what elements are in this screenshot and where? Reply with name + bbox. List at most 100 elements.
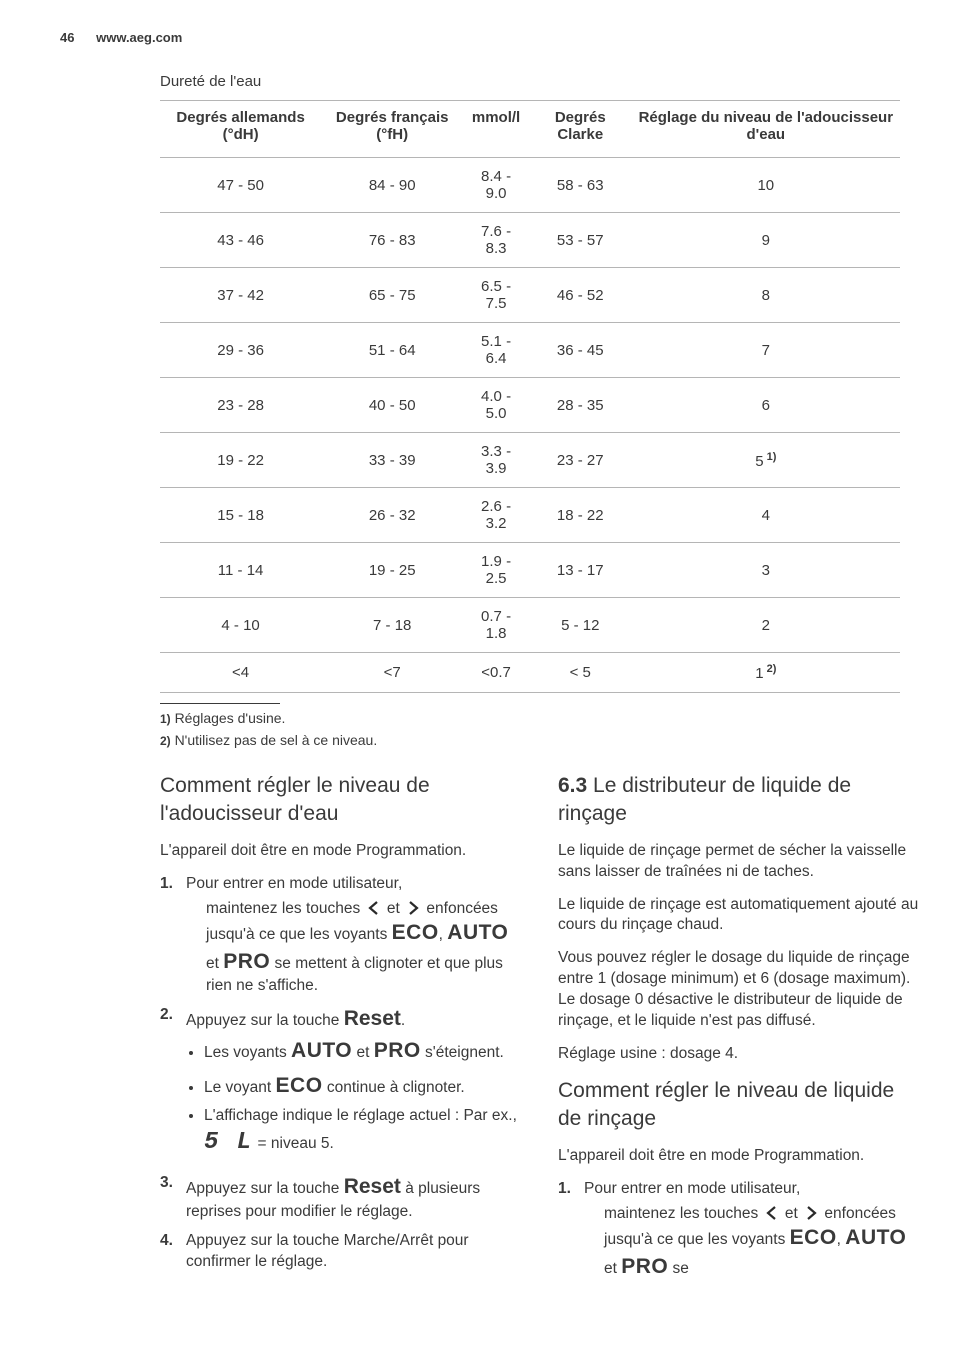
chevron-left-icon (763, 1204, 781, 1222)
table-cell: 1 2) (632, 653, 900, 693)
table-cell: 2.6 - 3.2 (463, 488, 529, 543)
page-header: 46 www.aeg.com (60, 30, 894, 45)
paragraph: L'appareil doit être en mode Programmati… (558, 1146, 920, 1167)
chevron-left-icon (365, 899, 383, 917)
page-number: 46 (60, 30, 74, 45)
table-cell: 29 - 36 (160, 323, 321, 378)
step-2: 2. Appuyez sur la touche Reset. Les voya… (160, 1005, 522, 1165)
table-cell: 36 - 45 (529, 323, 632, 378)
hardness-table: Degrés allemands (°dH) Degrés français (… (160, 100, 900, 693)
step-4: 4. Appuyez sur la touche Marche/Arrêt po… (160, 1231, 522, 1273)
table-cell: 19 - 22 (160, 433, 321, 488)
table-row: 15 - 1826 - 322.6 - 3.218 - 224 (160, 488, 900, 543)
table-row: 29 - 3651 - 645.1 - 6.436 - 457 (160, 323, 900, 378)
paragraph: Le liquide de rinçage permet de sécher l… (558, 841, 920, 883)
table-row: 23 - 2840 - 504.0 - 5.028 - 356 (160, 378, 900, 433)
table-cell: 58 - 63 (529, 158, 632, 213)
heading-softener: Comment régler le niveau de l'adoucisseu… (160, 772, 522, 829)
table-cell: 26 - 32 (321, 488, 463, 543)
table-cell: 9 (632, 213, 900, 268)
table-cell: 8.4 - 9.0 (463, 158, 529, 213)
table-cell: 37 - 42 (160, 268, 321, 323)
table-cell: 28 - 35 (529, 378, 632, 433)
table-cell: 5 1) (632, 433, 900, 488)
table-header-row: Degrés allemands (°dH) Degrés français (… (160, 101, 900, 158)
footnote: 1) Réglages d'usine. (160, 710, 560, 726)
table-caption: Dureté de l'eau (160, 73, 894, 90)
table-row: 4 - 107 - 180.7 - 1.85 - 122 (160, 598, 900, 653)
table-cell: 23 - 28 (160, 378, 321, 433)
table-row: 37 - 4265 - 756.5 - 7.546 - 528 (160, 268, 900, 323)
heading-rinse: 6.3 Le distributeur de liquide de rinçag… (558, 772, 920, 829)
footnote: 2) N'utilisez pas de sel à ce niveau. (160, 732, 560, 748)
step-1: 1. Pour entrer en mode utilisateur, main… (160, 874, 522, 997)
table-cell: 23 - 27 (529, 433, 632, 488)
paragraph: Vous pouvez régler le dosage du liquide … (558, 948, 920, 1032)
table-cell: 6.5 - 7.5 (463, 268, 529, 323)
table-cell: 43 - 46 (160, 213, 321, 268)
paragraph: Réglage usine : dosage 4. (558, 1044, 920, 1065)
table-footnotes: 1) Réglages d'usine. 2) N'utilisez pas d… (160, 703, 280, 748)
table-cell: 65 - 75 (321, 268, 463, 323)
bullet: L'affichage indique le réglage actuel : … (204, 1106, 522, 1159)
table-cell: 84 - 90 (321, 158, 463, 213)
left-column: Comment régler le niveau de l'adoucisseu… (160, 772, 522, 1289)
table-cell: <4 (160, 653, 321, 693)
table-cell: 3.3 - 3.9 (463, 433, 529, 488)
bullet: Le voyant ECO continue à clignoter. (204, 1072, 522, 1100)
col-header: mmol/l (463, 101, 529, 158)
step-1: 1. Pour entrer en mode utilisateur, main… (558, 1179, 920, 1282)
col-header: Degrés Clarke (529, 101, 632, 158)
paragraph: L'appareil doit être en mode Programmati… (160, 841, 522, 862)
table-cell: 7.6 - 8.3 (463, 213, 529, 268)
table-cell: 76 - 83 (321, 213, 463, 268)
table-cell: 4 (632, 488, 900, 543)
table-cell: 5.1 - 6.4 (463, 323, 529, 378)
table-cell: 33 - 39 (321, 433, 463, 488)
bullet: Les voyants AUTO et PRO s'éteignent. (204, 1037, 522, 1065)
col-header: Réglage du niveau de l'adoucisseur d'eau (632, 101, 900, 158)
table-cell: 11 - 14 (160, 543, 321, 598)
table-cell: 6 (632, 378, 900, 433)
reset-label: Reset (344, 1007, 401, 1030)
chevron-right-icon (404, 899, 422, 917)
table-cell: 46 - 52 (529, 268, 632, 323)
table-cell: 19 - 25 (321, 543, 463, 598)
table-row: 19 - 2233 - 393.3 - 3.923 - 275 1) (160, 433, 900, 488)
col-header: Degrés français (°fH) (321, 101, 463, 158)
table-cell: 10 (632, 158, 900, 213)
table-cell: < 5 (529, 653, 632, 693)
table-cell: 18 - 22 (529, 488, 632, 543)
step-3: 3. Appuyez sur la touche Reset à plusieu… (160, 1173, 522, 1222)
table-row: 47 - 5084 - 908.4 - 9.058 - 6310 (160, 158, 900, 213)
table-cell: 40 - 50 (321, 378, 463, 433)
table-row: 11 - 1419 - 251.9 - 2.513 - 173 (160, 543, 900, 598)
table-cell: 15 - 18 (160, 488, 321, 543)
header-url: www.aeg.com (96, 30, 182, 45)
table-cell: 4 - 10 (160, 598, 321, 653)
eco-label: ECO (392, 921, 439, 944)
table-cell: 4.0 - 5.0 (463, 378, 529, 433)
table-cell: 51 - 64 (321, 323, 463, 378)
table-cell: 7 (632, 323, 900, 378)
table-cell: 53 - 57 (529, 213, 632, 268)
pro-label: PRO (223, 950, 270, 973)
table-cell: 8 (632, 268, 900, 323)
seven-segment-display: 5 L (204, 1129, 253, 1156)
auto-label: AUTO (447, 921, 508, 944)
table-cell: 3 (632, 543, 900, 598)
table-row: <4<7<0.7< 51 2) (160, 653, 900, 693)
col-header: Degrés allemands (°dH) (160, 101, 321, 158)
right-column: 6.3 Le distributeur de liquide de rinçag… (558, 772, 920, 1289)
heading-rinse-level: Comment régler le niveau de liquide de r… (558, 1077, 920, 1134)
table-cell: 7 - 18 (321, 598, 463, 653)
table-cell: 2 (632, 598, 900, 653)
table-cell: <7 (321, 653, 463, 693)
table-cell: 5 - 12 (529, 598, 632, 653)
table-cell: 47 - 50 (160, 158, 321, 213)
table-cell: 0.7 - 1.8 (463, 598, 529, 653)
table-cell: 1.9 - 2.5 (463, 543, 529, 598)
paragraph: Le liquide de rinçage est automatiquemen… (558, 895, 920, 937)
table-row: 43 - 4676 - 837.6 - 8.353 - 579 (160, 213, 900, 268)
table-cell: <0.7 (463, 653, 529, 693)
